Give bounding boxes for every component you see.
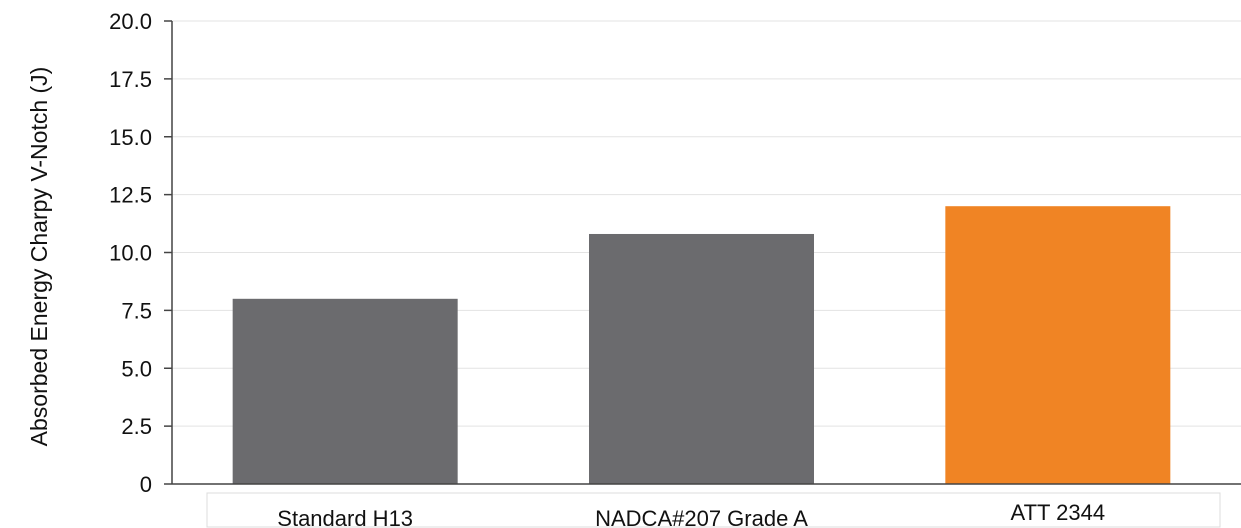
x-axis-labels: Standard H13 NADCA#207 Grade A ATT 2344 <box>277 500 1105 528</box>
x-tick-label: NADCA#207 Grade A <box>595 506 808 528</box>
bar <box>589 233 814 484</box>
y-tick-label: 20.0 <box>109 9 152 34</box>
y-tick-label: 17.5 <box>109 67 152 92</box>
y-tick-label: 15.0 <box>109 125 152 150</box>
x-tick-label: Standard H13 <box>277 506 413 528</box>
y-axis-title: Absorbed Energy Charpy V-Notch (J) <box>26 67 52 447</box>
y-axis-ticks: 0 2.5 5.0 7.5 10.0 12.5 15.0 17.5 20.0 <box>109 9 172 497</box>
y-tick-label: 0 <box>140 472 152 497</box>
bar <box>232 298 458 484</box>
category-label-boxes <box>206 492 1221 528</box>
y-tick-label: 5.0 <box>121 356 152 381</box>
y-tick-label: 7.5 <box>121 298 152 323</box>
y-tick-label: 12.5 <box>109 183 152 208</box>
category-label-frame <box>206 492 1221 528</box>
y-tick-label: 2.5 <box>121 414 152 439</box>
bars <box>232 206 1171 484</box>
y-tick-label: 10.0 <box>109 241 152 266</box>
bar <box>945 206 1171 484</box>
x-tick-label: ATT 2344 <box>1011 500 1106 525</box>
